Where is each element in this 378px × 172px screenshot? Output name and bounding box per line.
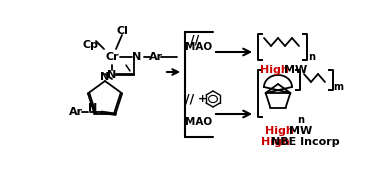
Text: High: High	[260, 137, 290, 147]
Text: //: //	[191, 34, 200, 46]
Text: n: n	[297, 115, 305, 125]
Text: MW: MW	[284, 65, 308, 75]
Text: m: m	[333, 82, 343, 92]
Text: N: N	[132, 52, 142, 62]
Text: MW: MW	[290, 126, 313, 136]
Text: MAO: MAO	[186, 117, 212, 127]
Text: +: +	[197, 94, 207, 104]
Text: High: High	[265, 126, 293, 136]
Text: N: N	[107, 70, 117, 80]
Text: Ar: Ar	[68, 107, 83, 117]
Text: Cr: Cr	[105, 52, 119, 62]
Text: Cp: Cp	[82, 40, 98, 50]
Text: Ar: Ar	[149, 52, 163, 62]
Text: MAO: MAO	[186, 42, 212, 52]
Text: NBE Incorp: NBE Incorp	[271, 137, 339, 147]
Text: N: N	[101, 72, 110, 82]
Text: Cl: Cl	[116, 26, 128, 36]
Text: High: High	[260, 65, 288, 75]
Text: n: n	[308, 52, 316, 62]
Text: N: N	[88, 103, 97, 112]
Text: //: //	[185, 93, 195, 105]
